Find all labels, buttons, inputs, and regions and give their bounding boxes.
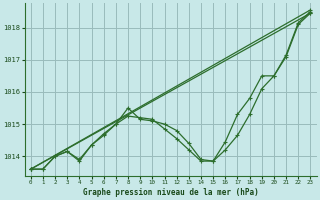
X-axis label: Graphe pression niveau de la mer (hPa): Graphe pression niveau de la mer (hPa) (83, 188, 259, 197)
